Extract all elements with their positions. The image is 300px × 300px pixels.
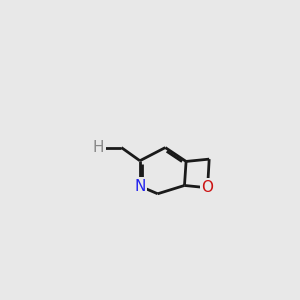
Text: O: O [202,180,214,195]
Text: O: O [90,140,102,155]
Text: H: H [92,140,104,155]
Text: N: N [134,178,146,194]
